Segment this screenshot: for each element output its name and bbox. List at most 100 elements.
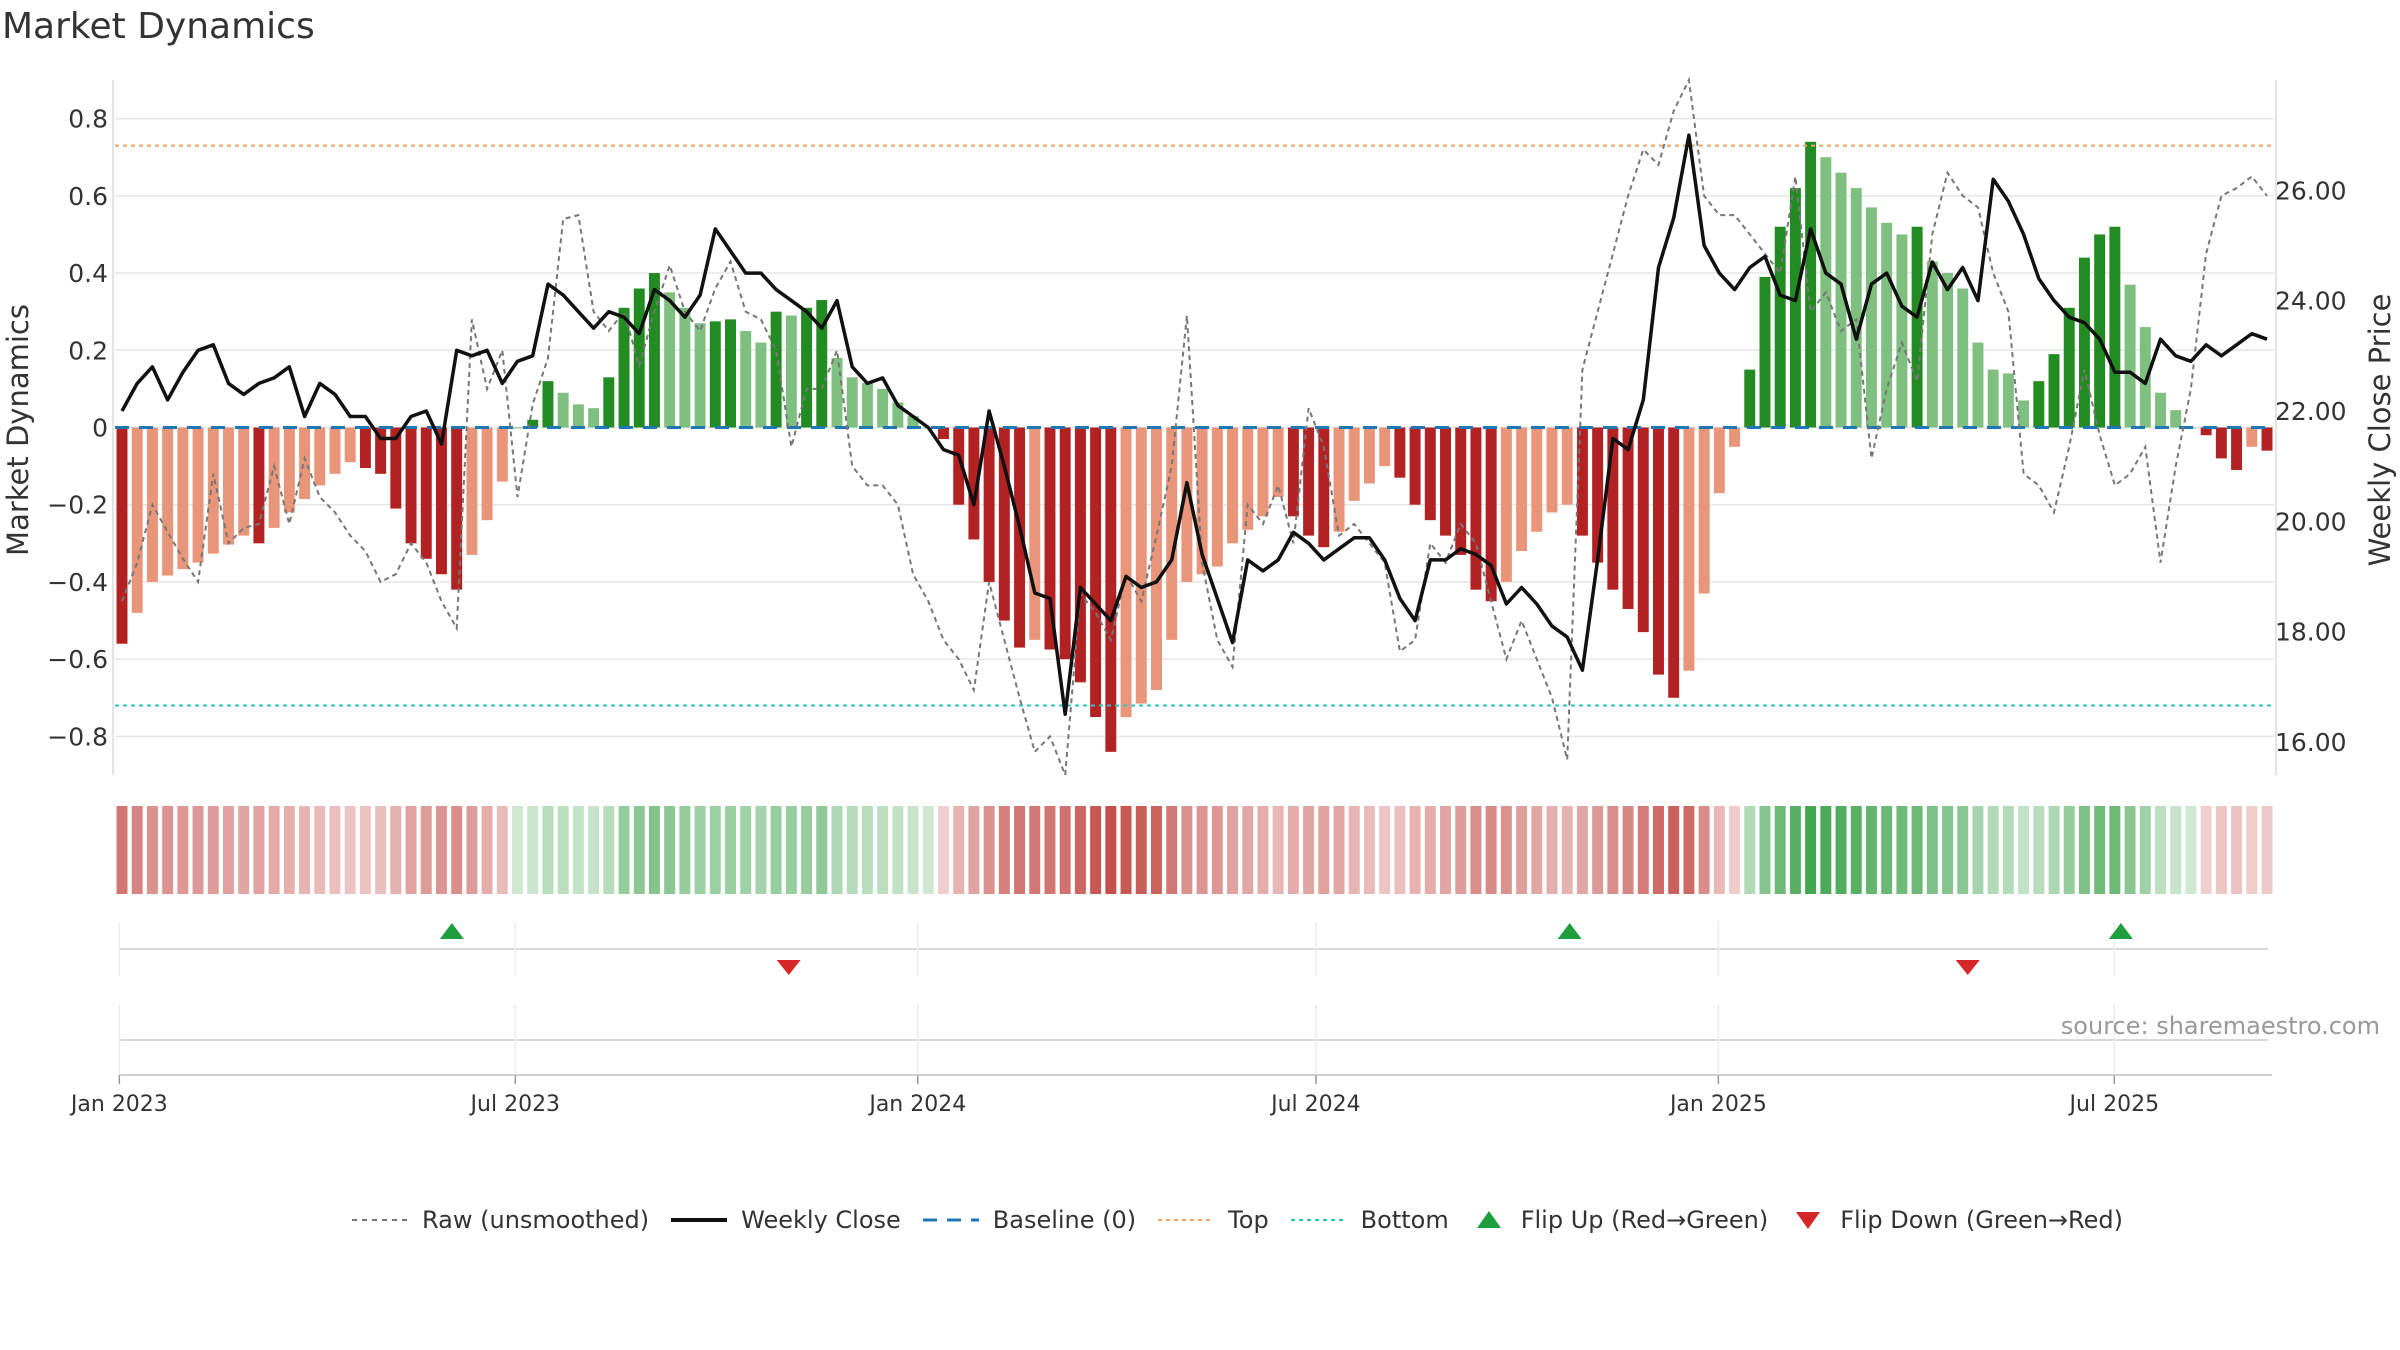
- regime-cell: [299, 806, 311, 894]
- dynamics-bar: [1424, 427, 1436, 521]
- x-tick-label: Jul 2025: [2068, 1092, 2160, 1117]
- regime-cell: [2048, 806, 2060, 894]
- flip-up-marker: [2108, 923, 2133, 939]
- dynamics-bar: [1211, 427, 1223, 567]
- dynamics-bar: [1531, 427, 1543, 532]
- dynamics-bar: [131, 427, 143, 613]
- regime-cell: [2018, 806, 2030, 894]
- dynamics-bar: [1181, 427, 1193, 582]
- legend-flip-up: Flip Up (Red→Green): [1469, 1206, 1768, 1234]
- dynamics-bar: [496, 427, 508, 482]
- regime-cell: [496, 806, 508, 894]
- regime-cell: [2124, 806, 2136, 894]
- regime-cell: [694, 806, 706, 894]
- dynamics-bar: [603, 377, 615, 428]
- dynamics-bar: [1287, 427, 1299, 517]
- regime-cell: [2109, 806, 2121, 894]
- dynamics-bar: [588, 408, 600, 428]
- dynamics-bar: [1911, 226, 1923, 428]
- weekly-close-line: [120, 133, 2268, 717]
- legend-close-swatch: [671, 1218, 728, 1222]
- regime-cell: [481, 806, 493, 894]
- dynamics-bar: [1713, 427, 1725, 494]
- dynamics-bar: [1896, 234, 1908, 428]
- dynamics-bar: [238, 427, 250, 536]
- dynamics-bar: [1242, 427, 1254, 530]
- dynamics-bar: [816, 300, 828, 428]
- dynamics-bar: [1987, 369, 1999, 428]
- legend-baseline-label: Baseline (0): [992, 1206, 1137, 1234]
- regime-cell: [359, 806, 371, 894]
- regime-cell: [1516, 806, 1528, 894]
- dynamics-bar: [1729, 427, 1741, 447]
- regime-cell: [2215, 806, 2227, 894]
- regime-cell: [755, 806, 767, 894]
- legend-top: Top: [1156, 1206, 1269, 1234]
- dynamics-bar: [831, 358, 843, 428]
- dynamics-bar: [770, 311, 782, 428]
- regime-cell: [785, 806, 797, 894]
- legend-close-label: Weekly Close: [741, 1206, 901, 1234]
- left-tick-label: 0.6: [68, 182, 108, 211]
- regime-cell: [1561, 806, 1573, 894]
- regime-cell: [542, 806, 554, 894]
- dynamics-bar: [2018, 400, 2030, 428]
- dynamics-bar: [2033, 381, 2045, 428]
- regime-cell: [162, 806, 174, 894]
- regime-cell: [1090, 806, 1102, 894]
- dynamics-bar: [2215, 427, 2227, 459]
- dynamics-bar: [648, 273, 660, 428]
- flip-panel: [118, 922, 2272, 1076]
- regime-cell: [1531, 806, 1543, 894]
- dynamics-bar: [1576, 427, 1588, 536]
- dynamics-bar: [2002, 373, 2014, 428]
- regime-cell: [1592, 806, 1604, 894]
- regime-cell: [1044, 806, 1056, 894]
- regime-cell: [1774, 806, 1786, 894]
- dynamics-bar: [861, 383, 873, 428]
- regime-cell: [268, 806, 280, 894]
- regime-cell: [1105, 806, 1117, 894]
- dynamics-bar: [192, 427, 204, 563]
- dynamics-bar: [390, 427, 402, 509]
- regime-cell: [1835, 806, 1847, 894]
- regime-cell: [831, 806, 843, 894]
- regime-cell: [1440, 806, 1451, 894]
- dynamics-bar: [1303, 427, 1315, 536]
- regime-cell: [1455, 806, 1467, 894]
- dynamics-bar: [801, 307, 813, 428]
- dynamics-bar: [1926, 261, 1938, 428]
- dynamics-bar: [1972, 342, 1984, 428]
- dynamics-bar: [1881, 222, 1893, 428]
- regime-cell: [907, 806, 919, 894]
- dynamics-bar: [2200, 427, 2212, 436]
- dynamics-bar: [892, 402, 904, 428]
- dynamics-bar: [938, 427, 949, 440]
- dynamics-bar: [1485, 427, 1497, 602]
- regime-cell: [2063, 806, 2075, 894]
- regime-cell: [801, 806, 813, 894]
- regime-cell: [1926, 806, 1938, 894]
- dynamics-bar: [314, 427, 326, 486]
- left-tick-label: 0.8: [68, 105, 108, 134]
- legend-raw: Raw (unsmoothed): [350, 1206, 649, 1234]
- dynamics-bar: [1835, 172, 1847, 428]
- left-tick-label: 0: [92, 414, 108, 443]
- dynamics-bar: [633, 288, 645, 428]
- regime-cell: [1653, 806, 1664, 894]
- dynamics-bar: [466, 427, 478, 555]
- regime-cell: [2170, 806, 2182, 894]
- regime-cell: [2002, 806, 2014, 894]
- dynamics-bar: [1120, 427, 1132, 718]
- right-tick-label: 18.00: [2275, 618, 2347, 647]
- regime-cell: [1820, 806, 1832, 894]
- legend-flip-down-label: Flip Down (Green→Red): [1840, 1206, 2123, 1234]
- dynamics-bar: [1394, 427, 1406, 478]
- dynamics-bar: [1333, 427, 1345, 532]
- regime-cell: [816, 806, 828, 894]
- dynamics-bar: [1942, 273, 1954, 428]
- left-tick-label: −0.8: [47, 722, 108, 751]
- dynamics-bar: [2246, 427, 2258, 447]
- left-tick-label: −0.2: [47, 491, 108, 520]
